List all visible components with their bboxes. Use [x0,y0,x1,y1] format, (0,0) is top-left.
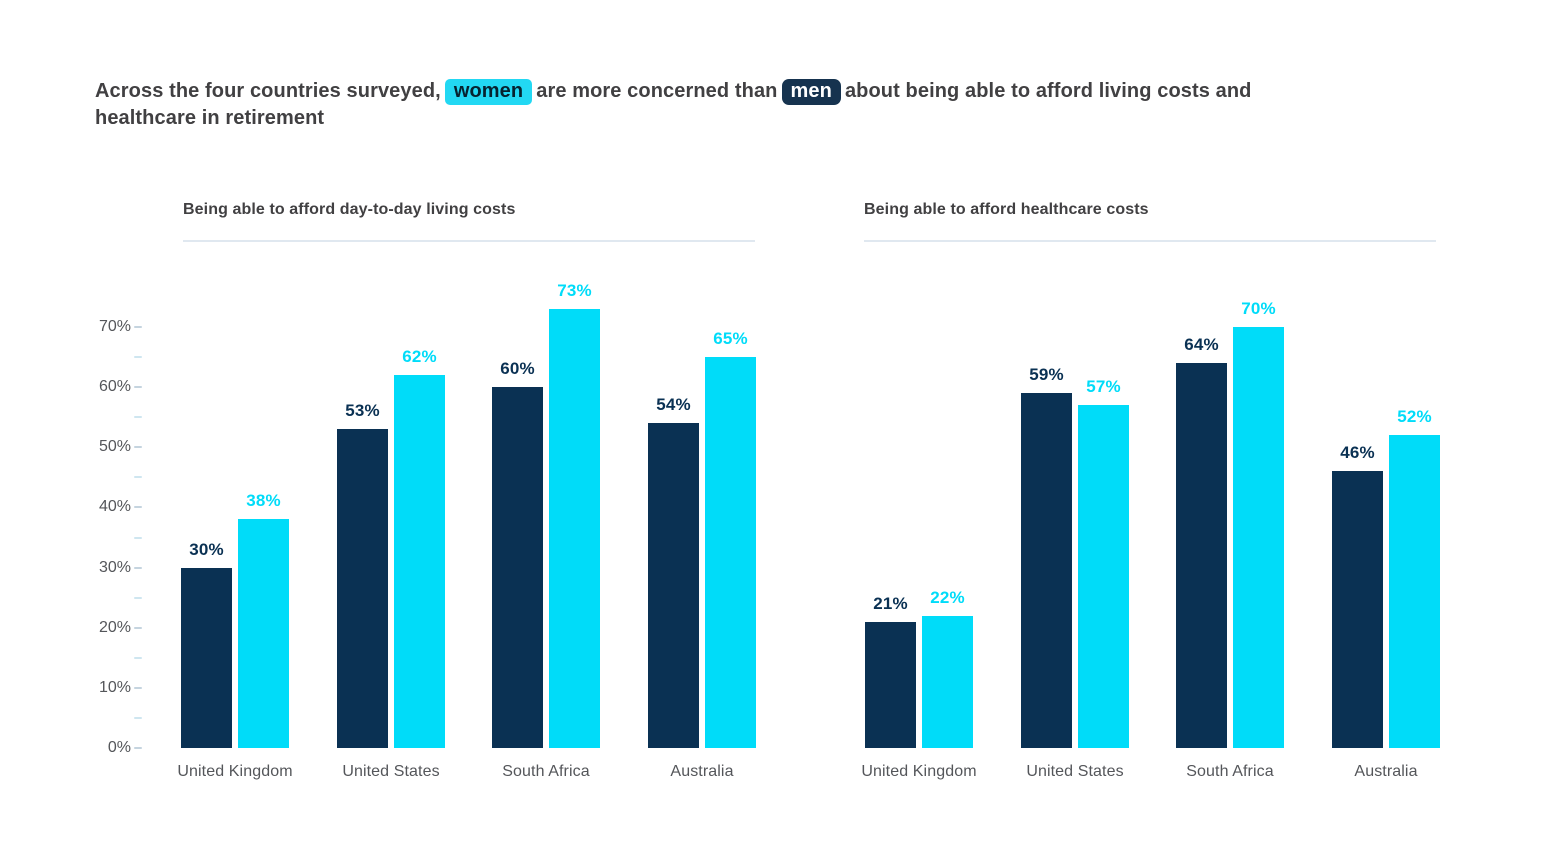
y-axis-tick [134,476,142,478]
y-axis-label: 20% [98,619,131,636]
men-highlight-chip: men [781,79,841,105]
bar-men-united-kingdom [865,622,916,748]
value-label-men-united-kingdom: 21% [873,594,908,613]
y-axis-tick [134,567,142,569]
y-axis-label: 0% [107,739,131,756]
value-label-women-united-states: 62% [402,347,437,366]
y-axis-tick [134,717,142,719]
y-axis-tick [134,597,142,599]
value-label-women-united-kingdom: 22% [930,588,965,607]
bar-men-south-africa [492,387,543,748]
bar-women-united-kingdom [922,616,973,748]
bar-men-australia [648,423,699,748]
y-axis-label: 40% [98,498,131,515]
y-axis-tick [134,657,142,659]
bar-men-united-kingdom [181,568,232,748]
y-axis-tick [134,326,142,328]
bar-women-united-kingdom [238,519,289,748]
value-label-men-united-states: 53% [345,401,380,420]
value-label-women-south-africa: 73% [557,281,592,300]
y-axis-label: 30% [98,559,131,576]
category-label-united-kingdom: United Kingdom [861,763,977,780]
y-axis-tick [134,627,142,629]
bar-men-south-africa [1176,363,1227,748]
value-label-women-australia: 65% [713,329,748,348]
y-axis-tick [134,446,142,448]
category-label-united-states: United States [1026,763,1124,780]
bar-women-united-states [394,375,445,748]
bar-men-united-states [1021,393,1072,748]
category-label-australia: Australia [670,763,734,780]
title-line2: healthcare in retirement [95,107,325,129]
bar-women-south-africa [1233,327,1284,748]
divider-living-costs [183,240,755,242]
bar-women-australia [705,357,756,748]
title-text-after: about being able to afford living costs … [844,80,1252,102]
chart-title-healthcare-costs: Being able to afford healthcare costs [864,201,1149,218]
value-label-women-south-africa: 70% [1241,299,1276,318]
y-axis-tick [134,687,142,689]
value-label-men-south-africa: 60% [500,359,535,378]
title-text-middle: are more concerned than [536,80,778,102]
y-axis-tick [134,747,142,749]
y-axis-tick [134,416,142,418]
bar-women-united-states [1078,405,1129,748]
divider-healthcare-costs [864,240,1436,242]
y-axis-label: 70% [98,318,131,335]
title-text-before: Across the four countries surveyed, [95,80,441,102]
bar-men-australia [1332,471,1383,748]
category-label-south-africa: South Africa [502,763,590,780]
page-title: Across the four countries surveyed, women… [95,78,1385,132]
y-axis-label: 50% [98,438,131,455]
bar-women-south-africa [549,309,600,748]
category-label-united-kingdom: United Kingdom [177,763,293,780]
category-label-australia: Australia [1354,763,1418,780]
y-axis-tick [134,537,142,539]
value-label-women-united-kingdom: 38% [246,491,281,510]
y-axis-label: 10% [98,679,131,696]
category-label-united-states: United States [342,763,440,780]
value-label-women-australia: 52% [1397,407,1432,426]
value-label-men-australia: 54% [656,395,691,414]
value-label-men-australia: 46% [1340,443,1375,462]
chart-title-living-costs: Being able to afford day-to-day living c… [183,201,516,218]
value-label-men-south-africa: 64% [1184,335,1219,354]
bar-women-australia [1389,435,1440,748]
bar-men-united-states [337,429,388,748]
category-label-south-africa: South Africa [1186,763,1274,780]
women-highlight-chip: women [444,79,533,105]
value-label-women-united-states: 57% [1086,377,1121,396]
y-axis-tick [134,386,142,388]
y-axis-tick [134,356,142,358]
value-label-men-united-states: 59% [1029,365,1064,384]
y-axis-tick [134,506,142,508]
y-axis-label: 60% [98,378,131,395]
value-label-men-united-kingdom: 30% [189,540,224,559]
